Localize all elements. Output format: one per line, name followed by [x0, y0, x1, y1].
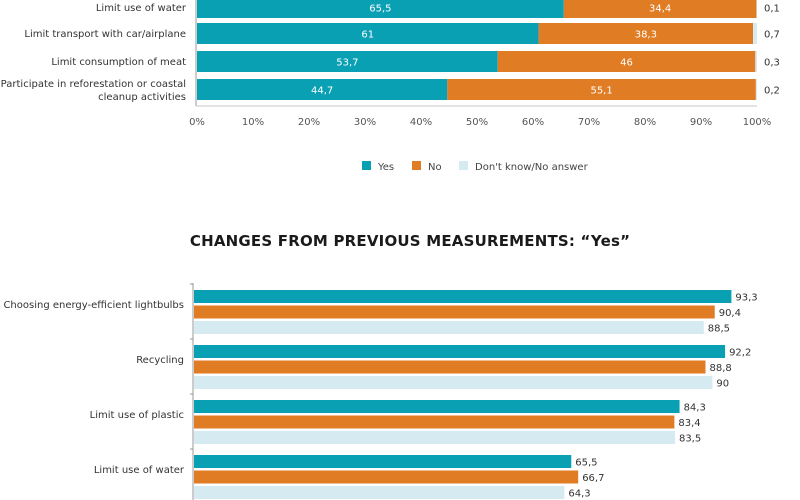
bar — [194, 431, 675, 444]
data-label: 84,3 — [684, 403, 706, 414]
legend-swatch — [412, 161, 421, 170]
bar — [194, 290, 732, 303]
data-label: 0,3 — [764, 58, 780, 69]
category-label: Limit use of water — [94, 465, 185, 476]
data-label: 55,1 — [590, 86, 612, 97]
legend-swatch — [459, 161, 468, 170]
data-label: 88,5 — [708, 324, 730, 335]
data-label: 90 — [716, 379, 729, 390]
legend-swatch — [362, 161, 371, 170]
data-label: 66,7 — [582, 473, 604, 484]
data-label: 61 — [361, 30, 374, 41]
data-label: 0,1 — [764, 4, 780, 15]
data-label: 0,2 — [764, 86, 780, 97]
category-label: cleanup activities — [98, 92, 186, 103]
bar — [194, 376, 713, 389]
data-label: 92,2 — [729, 348, 751, 359]
x-tick-label: 10% — [242, 117, 264, 128]
bar — [194, 400, 680, 413]
x-tick-label: 30% — [354, 117, 376, 128]
legend-label: No — [428, 162, 442, 173]
data-label: 34,4 — [649, 4, 671, 15]
category-label: Limit use of plastic — [90, 410, 184, 421]
bar — [194, 455, 572, 468]
bar-segment-don-t-know-no-answer — [755, 51, 757, 72]
bar-segment-yes — [197, 79, 448, 100]
data-label: 83,4 — [678, 418, 700, 429]
bar — [194, 305, 715, 319]
bar — [194, 486, 565, 499]
legend: Yes No Don't know/No answer — [362, 161, 589, 173]
bar-segment-yes — [197, 51, 498, 72]
data-label: 65,5 — [369, 4, 391, 15]
x-tick-label: 20% — [298, 117, 320, 128]
category-label: Limit use of water — [96, 3, 187, 14]
legend-label: Yes — [377, 162, 394, 173]
bar-segment-yes — [197, 0, 564, 18]
x-tick-label: 40% — [410, 117, 432, 128]
data-label: 88,8 — [709, 363, 731, 374]
bar-segment-no — [447, 79, 756, 100]
bar — [194, 321, 704, 334]
bar-segment-yes — [197, 23, 539, 44]
category-label: Choosing energy-efficient lightbulbs — [3, 300, 184, 311]
data-label: 38,3 — [635, 30, 657, 41]
bar-segment-no — [497, 51, 756, 72]
category-label: Limit transport with car/airplane — [24, 29, 186, 40]
bar-segment-no — [538, 23, 754, 44]
x-tick-label: 0% — [189, 117, 205, 128]
category-label: Recycling — [136, 355, 184, 366]
x-tick-label: 50% — [466, 117, 488, 128]
data-label: 0,7 — [764, 30, 780, 41]
x-tick-label: 80% — [634, 117, 656, 128]
category-label: Limit consumption of meat — [51, 57, 186, 68]
data-label: 46 — [620, 58, 633, 69]
data-label: 44,7 — [311, 86, 333, 97]
category-label: Participate in reforestation or coastal — [1, 79, 186, 90]
chart-title: CHANGES FROM PREVIOUS MEASUREMENTS: “Yes… — [190, 232, 630, 250]
stacked-bar-chart: 65,5 34,4 0,1 Limit use of water 61 38,3 0,7 Li… — [1, 0, 780, 128]
x-tick-label: 100% — [743, 117, 772, 128]
data-label: 64,3 — [568, 489, 590, 500]
bar — [194, 470, 579, 484]
bar — [194, 415, 675, 429]
data-label: 65,5 — [575, 458, 597, 469]
grouped-bar-chart: 93,3 90,4 88,5 Choosing energy-efficient li… — [3, 283, 758, 500]
x-tick-label: 90% — [690, 117, 712, 128]
data-label: 93,3 — [735, 293, 757, 304]
data-label: 83,5 — [679, 434, 701, 445]
bar-segment-don-t-know-no-answer — [756, 0, 757, 18]
bar — [194, 360, 706, 374]
legend-label: Don't know/No answer — [475, 162, 589, 173]
data-label: 53,7 — [336, 58, 358, 69]
bar-segment-no — [563, 0, 757, 18]
x-tick-label: 60% — [522, 117, 544, 128]
bar — [194, 345, 726, 358]
x-tick-label: 70% — [578, 117, 600, 128]
data-label: 90,4 — [719, 308, 741, 319]
bar-segment-don-t-know-no-answer — [755, 79, 757, 100]
bar-segment-don-t-know-no-answer — [753, 23, 757, 44]
